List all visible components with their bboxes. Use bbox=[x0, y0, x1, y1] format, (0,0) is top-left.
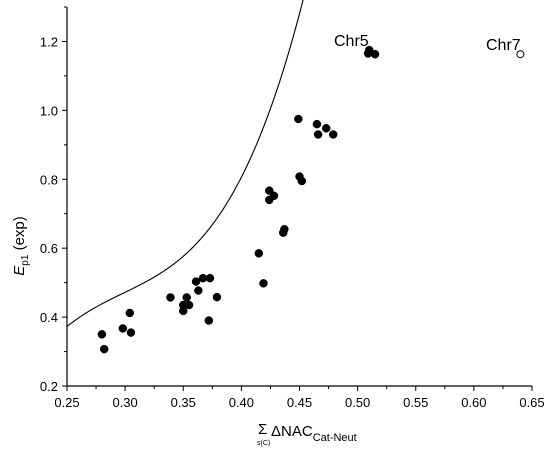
data-point bbox=[321, 124, 331, 133]
x-tick-label: 0.40 bbox=[229, 395, 254, 410]
data-point bbox=[194, 286, 203, 295]
data-point bbox=[97, 330, 107, 339]
data-point bbox=[370, 49, 380, 59]
fit-curve bbox=[66, 0, 304, 327]
data-point bbox=[254, 249, 264, 258]
x-tick-label: 0.55 bbox=[403, 395, 428, 410]
data-point bbox=[212, 292, 222, 302]
data-point bbox=[297, 176, 307, 186]
data-point bbox=[191, 277, 201, 286]
data-point bbox=[205, 273, 215, 283]
y-axis-title-main: E bbox=[11, 265, 28, 276]
x-axis-title: ΔNACCat-Neut bbox=[271, 423, 357, 444]
plot-area: 0.25 0.30 0.35 0.40 0.45 0.50 0.55 0.60 0.65 0.2 0… bbox=[40, 0, 545, 410]
data-point bbox=[313, 130, 323, 139]
y-axis-title: Ep1 (exp) bbox=[11, 216, 31, 275]
x-axis-title-subscript: Cat-Neut bbox=[313, 432, 357, 444]
x-tick-label: 0.25 bbox=[54, 395, 79, 410]
data-point bbox=[365, 45, 374, 55]
annotation-chr5: Chr5 bbox=[334, 33, 369, 50]
data-point bbox=[182, 293, 191, 302]
y-tick-label: 0.2 bbox=[40, 379, 58, 394]
data-point bbox=[328, 130, 338, 139]
x-tick-label: 0.45 bbox=[287, 395, 312, 410]
data-point bbox=[294, 114, 303, 124]
annotation-chr7: Chr7 bbox=[486, 37, 521, 54]
data-point bbox=[99, 344, 109, 354]
x-axis-title-sum-subscript: s(C) bbox=[257, 440, 270, 447]
y-axis-title-subscript: p1 bbox=[20, 254, 31, 266]
data-point bbox=[166, 293, 175, 302]
data-point bbox=[126, 328, 136, 337]
y-tick-label: 0.6 bbox=[40, 241, 58, 256]
data-point bbox=[269, 191, 279, 201]
y-tick-label: 0.4 bbox=[40, 310, 58, 325]
data-point bbox=[204, 316, 214, 325]
x-axis-title-main: ΔNAC bbox=[271, 423, 313, 440]
y-tick-label: 1.2 bbox=[40, 34, 58, 49]
y-tick-label: 1.0 bbox=[40, 103, 58, 118]
x-tick-label: 0.30 bbox=[112, 395, 137, 410]
y-tick-label: 0.8 bbox=[40, 172, 58, 187]
data-point bbox=[280, 224, 289, 234]
data-point bbox=[259, 279, 268, 288]
x-tick-label: 0.50 bbox=[345, 395, 370, 410]
x-tick-label: 0.35 bbox=[171, 395, 196, 410]
x-tick-label: 0.60 bbox=[461, 395, 486, 410]
outlier-point bbox=[516, 50, 525, 59]
y-axis-title-suffix: (exp) bbox=[11, 216, 28, 254]
data-point bbox=[312, 119, 322, 129]
data-point bbox=[118, 324, 128, 333]
x-axis-title-sum-symbol: Σ bbox=[258, 421, 267, 438]
x-tick-label: 0.65 bbox=[519, 395, 544, 410]
data-point bbox=[125, 308, 135, 318]
data-point bbox=[184, 300, 194, 310]
